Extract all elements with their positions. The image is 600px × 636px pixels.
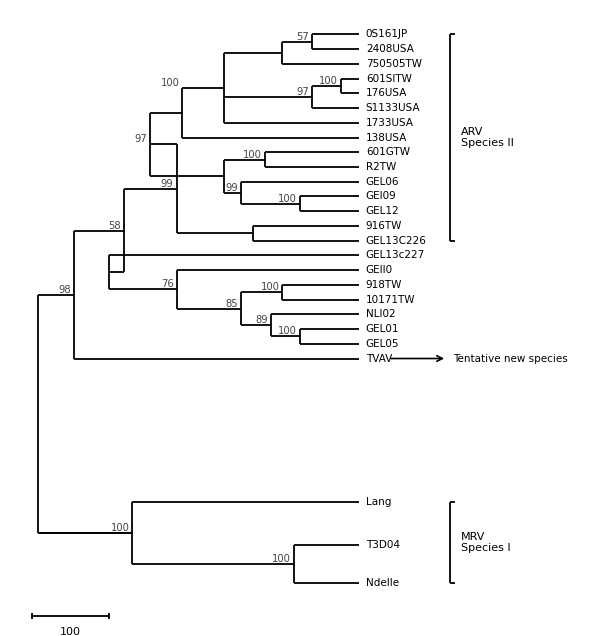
Text: 99: 99 [226,183,238,193]
Text: GEI09: GEI09 [366,191,397,202]
Text: 918TW: 918TW [366,280,402,290]
Text: GEL13c227: GEL13c227 [366,251,425,260]
Text: GEL13C226: GEL13C226 [366,236,427,245]
Text: 916TW: 916TW [366,221,402,231]
Text: 100: 100 [60,627,81,636]
Text: 100: 100 [243,149,262,160]
Text: 97: 97 [134,134,147,144]
Text: R2TW: R2TW [366,162,396,172]
Text: 10171TW: 10171TW [366,294,415,305]
Text: MRV
Species I: MRV Species I [461,532,510,553]
Text: 176USA: 176USA [366,88,407,99]
Text: 57: 57 [296,32,309,42]
Text: Tentative new species: Tentative new species [453,354,568,364]
Text: 97: 97 [296,87,309,97]
Text: S1133USA: S1133USA [366,103,421,113]
Text: 85: 85 [226,299,238,309]
Text: 100: 100 [110,523,130,533]
Text: GEL05: GEL05 [366,339,400,349]
Text: GEL06: GEL06 [366,177,400,187]
Text: 76: 76 [161,279,173,289]
Text: Lang: Lang [366,497,391,507]
Text: 138USA: 138USA [366,132,407,142]
Text: 100: 100 [161,78,179,88]
Text: 100: 100 [260,282,280,292]
Text: NLI02: NLI02 [366,309,395,319]
Text: GEIl0: GEIl0 [366,265,393,275]
Text: T3D04: T3D04 [366,541,400,551]
Text: 750505TW: 750505TW [366,59,422,69]
Text: 1733USA: 1733USA [366,118,414,128]
Text: 98: 98 [58,284,71,294]
Text: Ndelle: Ndelle [366,578,399,588]
Text: 100: 100 [319,76,338,86]
Text: ARV
Species II: ARV Species II [461,127,514,148]
Text: 100: 100 [278,194,297,204]
Text: 0S161JP: 0S161JP [366,29,408,39]
Text: 601GTW: 601GTW [366,148,410,157]
Text: 100: 100 [278,326,297,336]
Text: 89: 89 [255,315,268,326]
Text: GEL01: GEL01 [366,324,400,334]
Text: GEL12: GEL12 [366,206,400,216]
Text: 2408USA: 2408USA [366,44,414,54]
Text: 58: 58 [108,221,121,231]
Text: 99: 99 [161,179,173,189]
Text: TVAV: TVAV [366,354,392,364]
Text: 100: 100 [272,554,291,564]
Text: 601SITW: 601SITW [366,74,412,83]
